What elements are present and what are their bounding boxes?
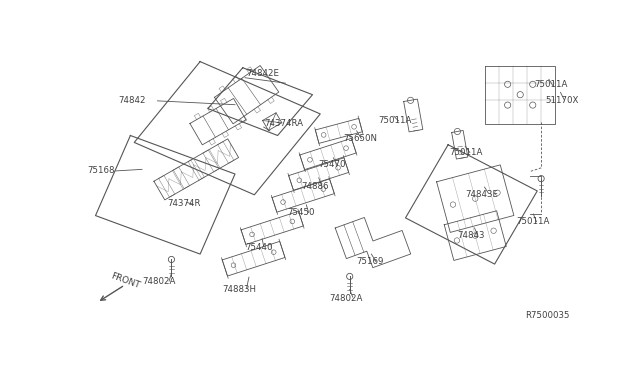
Text: 74843E: 74843E [465,189,498,199]
Text: 75450: 75450 [288,208,316,217]
Text: 75011A: 75011A [516,217,550,226]
Text: 74374R: 74374R [167,199,200,208]
Text: 75650N: 75650N [344,134,378,143]
Text: 75168: 75168 [88,166,115,174]
Text: 74843: 74843 [458,231,485,240]
Text: 74842: 74842 [119,96,147,105]
Text: 75011A: 75011A [450,148,483,157]
Text: 74842E: 74842E [246,70,280,78]
Text: FRONT: FRONT [109,272,141,291]
Text: 74802A: 74802A [330,294,363,303]
Text: 51170X: 51170X [545,96,579,105]
Text: 75470: 75470 [318,160,346,169]
Text: 74802A: 74802A [142,277,175,286]
Text: 74883H: 74883H [222,285,256,294]
Text: 75011A: 75011A [378,116,412,125]
Text: R7500035: R7500035 [525,311,570,320]
Text: 74886: 74886 [301,182,329,191]
Text: 75169: 75169 [356,257,383,266]
Text: 75011A: 75011A [534,80,568,89]
Text: 75440: 75440 [245,243,273,251]
Text: 74374RA: 74374RA [264,119,303,128]
